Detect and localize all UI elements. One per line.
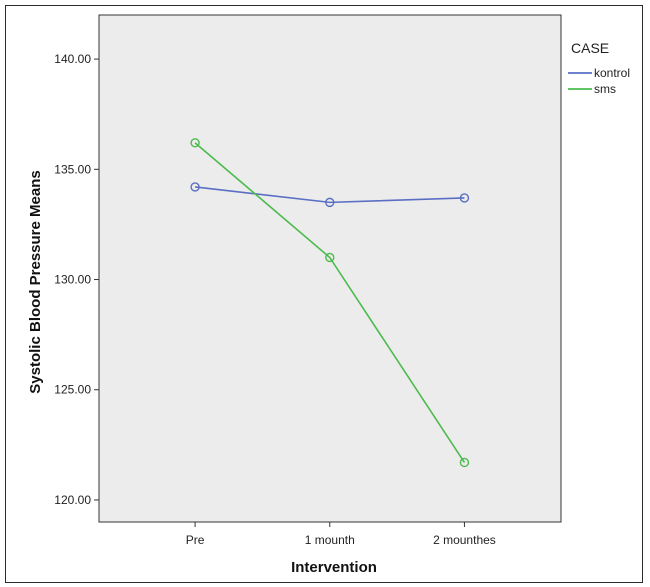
y-tick-label: 120.00	[54, 493, 91, 507]
series-sms	[190, 138, 470, 468]
legend-label: kontrol	[594, 66, 630, 80]
x-tick-label: Pre	[186, 533, 205, 547]
data-point	[325, 252, 335, 263]
legend-label: sms	[594, 82, 616, 96]
y-tick-label: 135.00	[54, 162, 91, 176]
x-tick-label: 2 mounthes	[433, 533, 496, 547]
data-point	[190, 138, 200, 148]
data-point	[325, 197, 335, 208]
legend: CASE kontrol sms	[568, 40, 630, 96]
series-line	[194, 142, 466, 463]
plot-area	[98, 14, 562, 523]
x-axis-ticks: Pre 1 mounth 2 mounthes	[186, 522, 496, 547]
legend-title: CASE	[571, 40, 609, 56]
x-axis-title: Intervention	[291, 559, 377, 576]
series-kontrol	[190, 182, 470, 208]
data-point	[190, 182, 200, 192]
data-point	[459, 457, 470, 468]
series-line	[195, 186, 465, 204]
y-tick-label: 140.00	[54, 52, 91, 66]
y-tick-label: 130.00	[54, 273, 91, 287]
x-tick-label: 1 mounth	[305, 533, 355, 547]
series-layer	[190, 138, 470, 468]
data-point	[459, 193, 470, 203]
y-axis-title: Systolic Blood Pressure Means	[27, 170, 44, 393]
y-axis-ticks: 120.00 125.00 130.00 135.00 140.00	[54, 52, 99, 507]
y-tick-label: 125.00	[54, 383, 91, 397]
legend-item-sms: sms	[568, 82, 616, 96]
legend-item-kontrol: kontrol	[568, 66, 630, 80]
